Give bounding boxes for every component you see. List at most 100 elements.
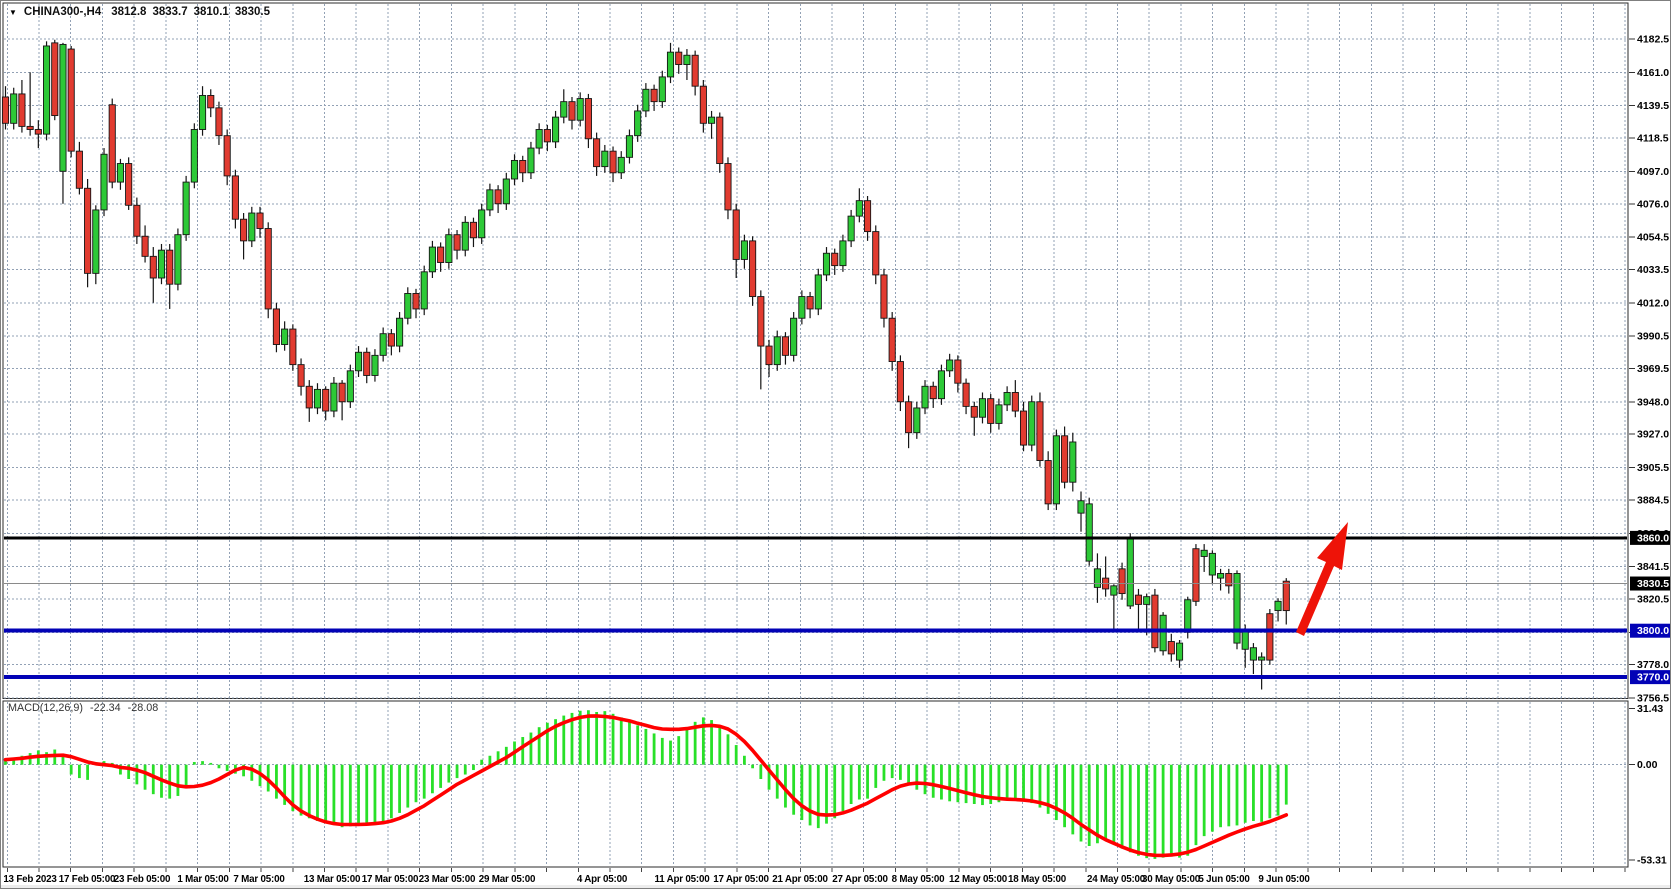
candle-body-up	[1258, 656, 1266, 661]
candle-body-down	[26, 125, 34, 130]
time-axis-label: 23 Mar 05:00	[419, 874, 476, 885]
candle-body-up	[1143, 596, 1151, 605]
candle-body-up	[157, 249, 166, 279]
candle-body-down	[806, 296, 814, 310]
candle-body-down	[1266, 613, 1274, 661]
candle-body-up	[855, 200, 863, 217]
candle-body-down	[149, 255, 157, 279]
candle-body-down	[1118, 568, 1126, 595]
candle-body-down	[1151, 594, 1159, 649]
candle-body-down	[970, 405, 978, 418]
price-badge-label: 3770.0	[1637, 672, 1669, 684]
candle-body-down	[363, 351, 371, 376]
candle-body-up	[1159, 614, 1167, 652]
candle-body-up	[486, 189, 494, 211]
candle-body-down	[141, 235, 149, 257]
candle-body-down	[240, 218, 248, 242]
price-badge	[1630, 623, 1670, 638]
price-axis-label: 3884.5	[1637, 494, 1669, 506]
candle-body-up	[1003, 392, 1011, 406]
trend-arrow[interactable]	[1296, 522, 1348, 636]
candle-body-up	[798, 296, 806, 319]
candle-body-up	[116, 163, 124, 183]
time-axis-label: 17 Mar 05:00	[362, 874, 419, 885]
candle-body-up	[552, 116, 560, 143]
candle-body-up	[658, 76, 666, 103]
price-axis-label: 4182.5	[1637, 34, 1669, 46]
time-axis-label: 9 Jun 05:00	[1258, 874, 1310, 885]
candle-body-up	[1200, 549, 1208, 557]
candle-body-down	[322, 388, 330, 412]
candle-body-down	[584, 98, 592, 140]
candle-body-down	[1, 96, 10, 124]
macd-axis-label: 31.43	[1637, 703, 1663, 715]
time-axis-label: 29 Mar 05:00	[479, 874, 536, 885]
candle-body-up	[445, 234, 453, 263]
candle-body-up	[346, 370, 354, 403]
macd-name: MACD(12,26,9)	[8, 702, 84, 714]
macd-histogram	[4, 710, 1288, 859]
candle-body-down	[264, 228, 272, 310]
candle-body-down	[699, 85, 707, 124]
price-axis-label: 3990.5	[1637, 331, 1669, 343]
candle-body-up	[100, 153, 108, 211]
candle-body-down	[888, 317, 896, 362]
candle-body-up	[790, 317, 798, 356]
candle-body-down	[1019, 410, 1028, 446]
candle-body-up	[461, 221, 469, 251]
candle-body-down	[51, 42, 59, 117]
candle-body-up	[59, 43, 67, 172]
candle-body-down	[872, 231, 880, 276]
candle-body-up	[576, 98, 584, 121]
candle-body-down	[650, 88, 658, 103]
candle-body-up	[1110, 585, 1118, 596]
candle-body-up	[847, 215, 855, 242]
candles	[1, 39, 1290, 690]
candle-body-down	[593, 138, 601, 168]
chevron-down-icon[interactable]: ▼	[9, 7, 17, 17]
price-axis-label: 3820.5	[1637, 593, 1669, 605]
candle-body-down	[289, 328, 297, 366]
gridlines	[4, 4, 1627, 866]
candle-body-up	[1085, 503, 1093, 562]
candle-body-up	[1233, 573, 1241, 644]
candle-body-down	[609, 150, 617, 174]
candle-body-down	[469, 221, 478, 239]
macd-axis-label: 0.00	[1637, 759, 1658, 771]
candle-body-up	[281, 328, 289, 345]
candle-body-up	[1093, 568, 1101, 588]
candle-body-up	[625, 135, 634, 158]
candle-body-up	[601, 150, 609, 168]
time-axis-label: 7 Mar 05:00	[233, 874, 285, 885]
price-badge	[1630, 530, 1670, 545]
candle-body-up	[683, 54, 691, 65]
candle-body-down	[215, 107, 223, 137]
candle-body-up	[1208, 552, 1216, 576]
candle-body-down	[765, 345, 773, 366]
candle-body-up	[1126, 537, 1134, 607]
candle-body-down	[987, 398, 995, 424]
price-axis-label: 3905.5	[1637, 462, 1669, 474]
candle-body-up	[617, 156, 625, 174]
candle-body-down	[231, 175, 239, 220]
price-axis-label: 3927.0	[1637, 429, 1669, 441]
time-axis-label: 17 Apr 05:00	[713, 874, 769, 885]
price-axis-label: 4161.0	[1637, 67, 1669, 79]
candle-body-down	[223, 135, 231, 177]
candle-body-up	[1184, 599, 1192, 633]
candle-body-down	[207, 95, 215, 109]
time-axis-label: 13 Mar 05:00	[304, 874, 361, 885]
candle-body-down	[133, 204, 141, 237]
candle-body-down	[387, 333, 395, 347]
time-axis-label: 1 Mar 05:00	[177, 874, 229, 885]
candle-body-down	[749, 240, 757, 298]
candle-body-up	[535, 129, 543, 149]
candle-body-up	[913, 407, 921, 434]
candle-body-up	[937, 370, 945, 400]
time-axis-label: 8 May 05:00	[892, 874, 946, 885]
candle-body-up	[174, 234, 182, 285]
time-axis-label: 12 May 05:00	[949, 874, 1008, 885]
candle-body-up	[708, 116, 716, 124]
